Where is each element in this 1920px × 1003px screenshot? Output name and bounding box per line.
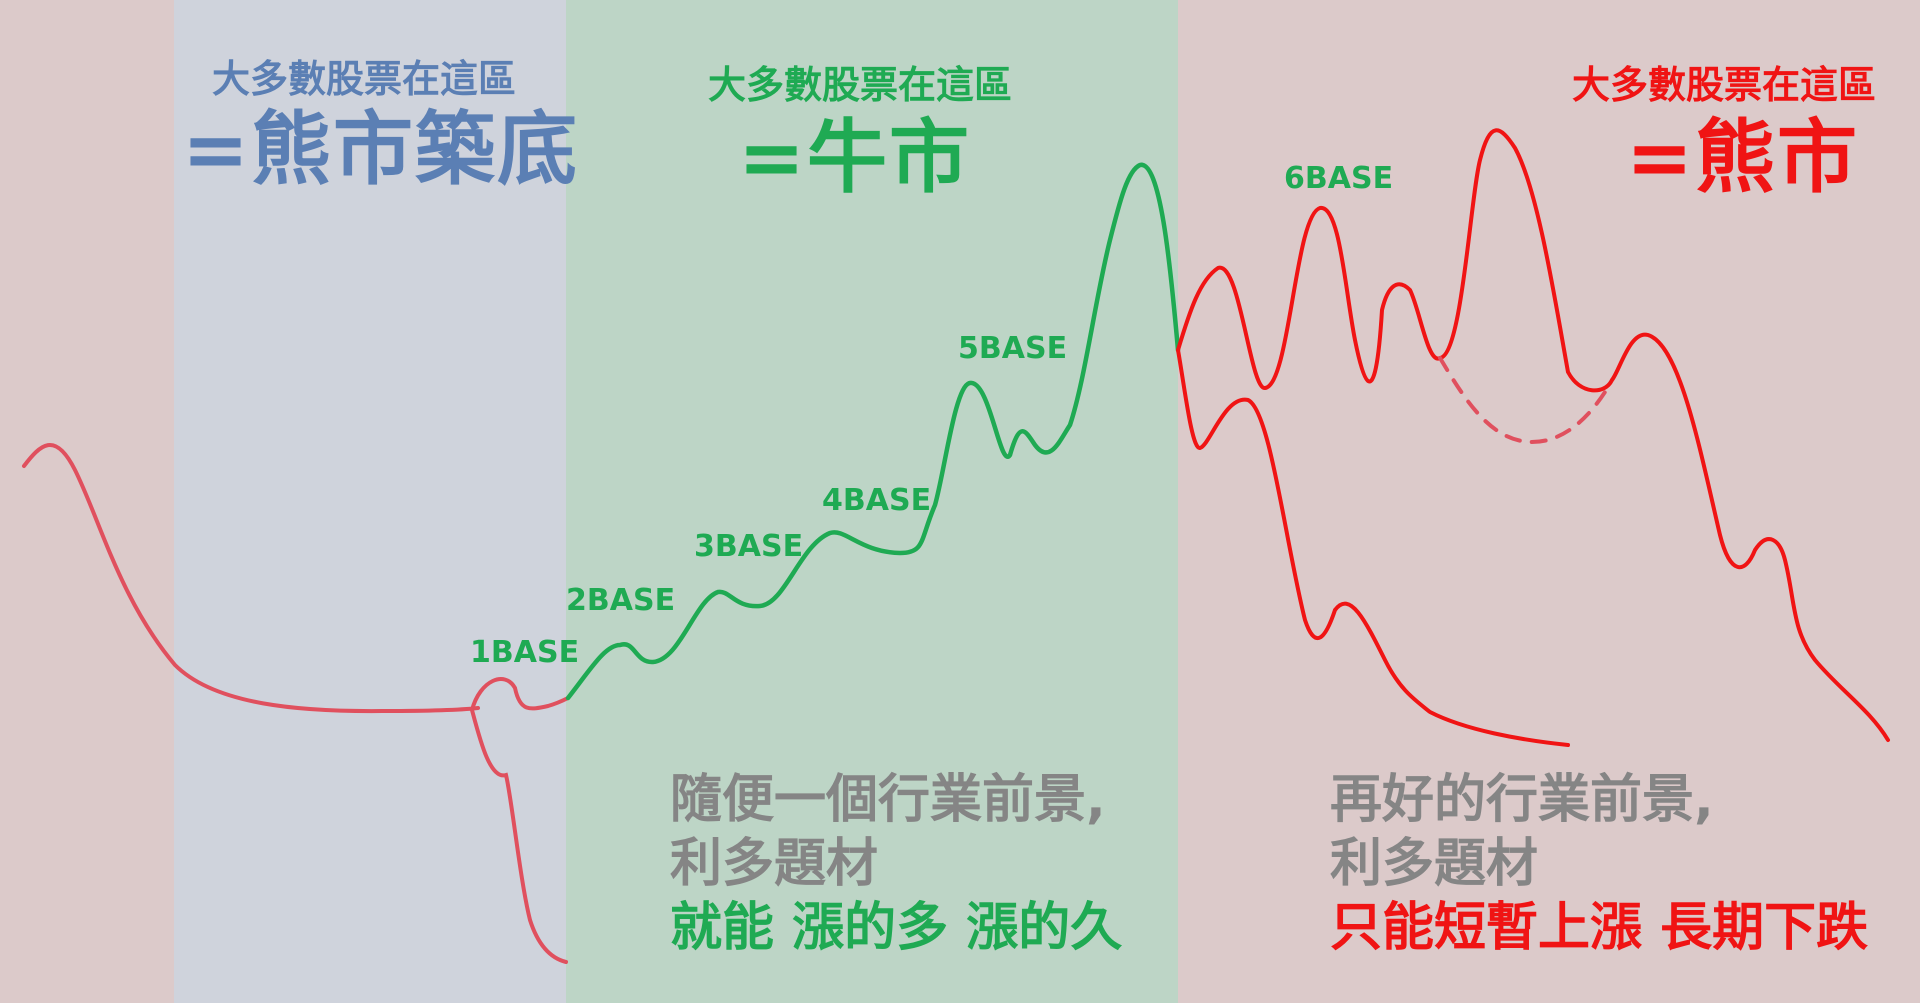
bull-curve xyxy=(565,162,1181,701)
bull-note-line3: 就能 漲的多 漲的久 xyxy=(670,898,1123,958)
bear-note-line2: 利多題材 xyxy=(1330,834,1539,894)
bear-heading-small: 大多數股票在這區 xyxy=(1572,63,1877,107)
dashed-base-curve xyxy=(1438,356,1607,445)
base-label-4: 4BASE xyxy=(822,483,932,518)
bull-note-line1: 隨便一個行業前景, xyxy=(670,770,1106,830)
base-label-5: 5BASE xyxy=(958,331,1068,366)
base-label-1: 1BASE xyxy=(470,635,580,670)
bear-note-line1: 再好的行業前景, xyxy=(1330,770,1714,830)
bull-heading-small: 大多數股票在這區 xyxy=(708,63,1013,107)
base-label-2: 2BASE xyxy=(566,583,676,618)
decline-curve xyxy=(22,443,480,714)
bear-bottom-zone xyxy=(174,0,566,1003)
base-label-6: 6BASE xyxy=(1284,161,1394,196)
bull-zone xyxy=(566,0,1178,1003)
bear-heading-big: =熊市 xyxy=(1626,111,1860,204)
failed-base-drop xyxy=(470,677,570,964)
bear-note-line3: 只能短暫上漲 長期下跌 xyxy=(1330,898,1869,958)
bear-lower-curve xyxy=(1176,348,1570,747)
base-label-3: 3BASE xyxy=(694,529,804,564)
bear-bottom-heading-big: =熊市築底 xyxy=(182,103,580,196)
bull-note-line2: 利多題材 xyxy=(670,834,879,894)
bear-bottom-heading-small: 大多數股票在這區 xyxy=(212,57,517,101)
bull-heading-big: =牛市 xyxy=(738,111,972,204)
bear-upper-curve xyxy=(1176,128,1890,742)
